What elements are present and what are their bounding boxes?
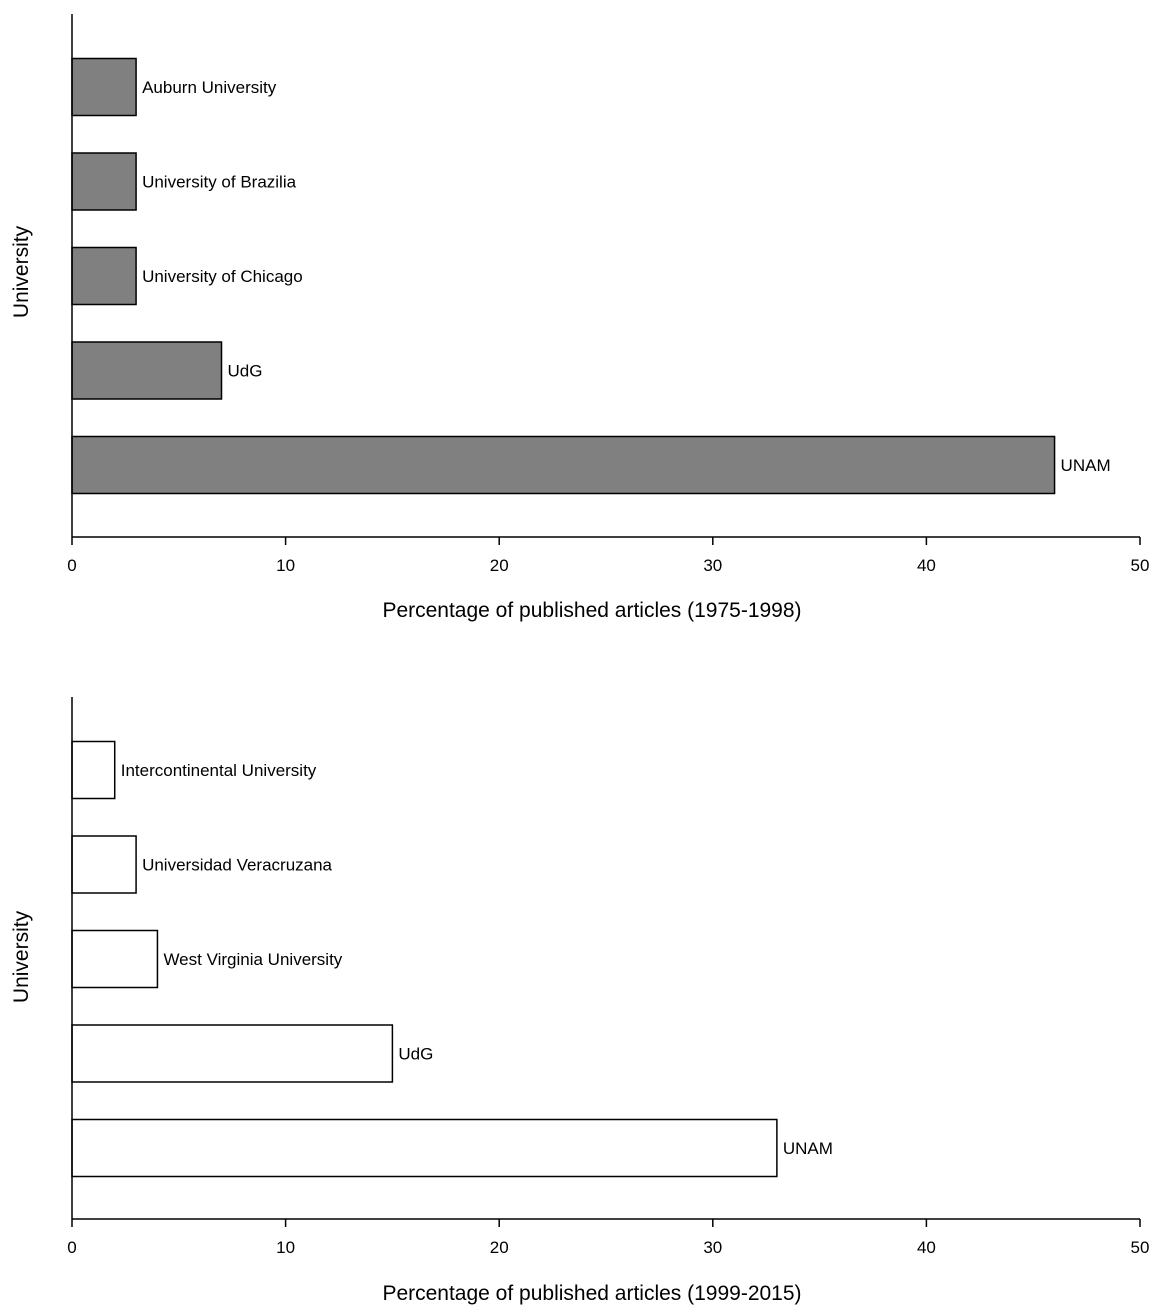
x-tick-label: 0 <box>67 556 76 575</box>
bar-label: UdG <box>228 362 263 381</box>
x-tick-label: 40 <box>917 1238 936 1257</box>
bar <box>71 1118 778 1178</box>
bar <box>71 246 137 306</box>
bar <box>71 435 1056 495</box>
x-tick-label: 20 <box>490 556 509 575</box>
bar-label: Universidad Veracruzana <box>142 856 332 875</box>
x-tick-label: 10 <box>276 556 295 575</box>
bar-label: UNAM <box>783 1139 833 1158</box>
bar-label: University of Chicago <box>142 267 303 286</box>
x-axis-title: Percentage of published articles (1975-1… <box>382 599 801 622</box>
x-tick-label: 40 <box>917 556 936 575</box>
x-tick-label: 10 <box>276 1238 295 1257</box>
x-tick-label: 30 <box>703 556 722 575</box>
bar <box>71 740 116 800</box>
x-tick-label: 50 <box>1131 1238 1150 1257</box>
bar-label: Auburn University <box>142 78 277 97</box>
x-tick-label: 0 <box>67 1238 76 1257</box>
bar-label: West Virginia University <box>163 950 342 969</box>
x-tick-label: 20 <box>490 1238 509 1257</box>
chart-panel-1999-2015: University Percentage of published artic… <box>10 697 1149 1305</box>
bar <box>71 57 137 117</box>
y-axis-title: University <box>10 225 33 318</box>
x-tick-label: 30 <box>703 1238 722 1257</box>
bar-label: Intercontinental University <box>121 761 317 780</box>
x-axis-title: Percentage of published articles (1999-2… <box>382 1282 801 1305</box>
bar <box>71 835 137 894</box>
chart-panel-1975-1998: University Percentage of published artic… <box>10 14 1149 622</box>
x-tick-label: 50 <box>1131 556 1150 575</box>
bar <box>71 1024 394 1083</box>
bar-label: University of Brazilia <box>142 173 297 192</box>
bar-label: UdG <box>398 1045 433 1064</box>
bar <box>71 929 159 989</box>
y-axis-title: University <box>10 910 33 1003</box>
bar <box>71 341 223 400</box>
bar <box>71 152 137 211</box>
bar-label: UNAM <box>1061 456 1111 475</box>
